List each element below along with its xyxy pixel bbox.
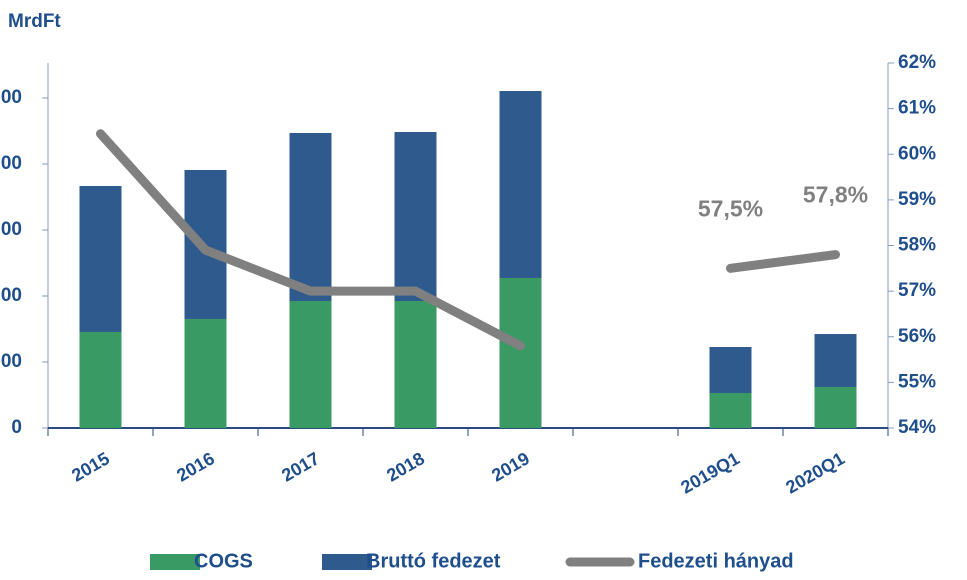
bar	[814, 334, 857, 388]
bar	[709, 347, 752, 394]
x-tick-label: 2019	[488, 448, 533, 485]
bar	[394, 131, 437, 302]
y2-tick-label: 54%	[898, 417, 936, 438]
legend-label: Fedezeti hányad	[638, 550, 794, 572]
y2-tick-label: 60%	[898, 143, 936, 164]
y2-tick-label: 62%	[898, 52, 936, 73]
bar	[184, 318, 227, 428]
legend-label: Bruttó fedezet	[366, 550, 501, 572]
bar	[814, 387, 857, 428]
legend-label: COGS	[194, 550, 253, 572]
y2-tick-label: 59%	[898, 189, 936, 210]
bar	[289, 301, 332, 428]
y2-tick-label: 55%	[898, 371, 936, 392]
line	[726, 250, 840, 273]
y2-tick-label: 56%	[898, 326, 936, 347]
legend-swatch	[150, 554, 200, 570]
x-tick-label: 2015	[68, 448, 113, 485]
x-tick-label: 2017	[278, 448, 323, 485]
x-tick-label: 2019Q1	[677, 448, 742, 497]
y-tick-label: 00	[1, 87, 22, 108]
chart-title: MrdFt	[8, 11, 61, 32]
bar	[394, 301, 437, 428]
y-tick-label: 000	[0, 153, 22, 174]
y2-tick-label: 57%	[898, 280, 936, 301]
y-tick-label: 000	[0, 285, 22, 306]
x-tick-label: 2018	[383, 448, 428, 485]
bar	[499, 277, 542, 428]
y-tick-label: 000	[0, 351, 22, 372]
y-tick-label: 000	[0, 219, 22, 240]
line	[96, 129, 525, 351]
x-tick-label: 2020Q1	[782, 448, 847, 497]
bar	[79, 331, 122, 428]
bar	[79, 185, 122, 332]
y-tick-label: 0	[11, 417, 22, 438]
y2-tick-label: 58%	[898, 235, 936, 256]
data-label: 57,8%	[803, 182, 868, 208]
bar	[289, 132, 332, 302]
bar	[709, 393, 752, 428]
x-tick-label: 2016	[173, 448, 218, 485]
data-label: 57,5%	[698, 195, 763, 221]
legend-swatch	[322, 554, 372, 570]
bar	[499, 91, 542, 278]
y2-tick-label: 61%	[898, 98, 936, 119]
